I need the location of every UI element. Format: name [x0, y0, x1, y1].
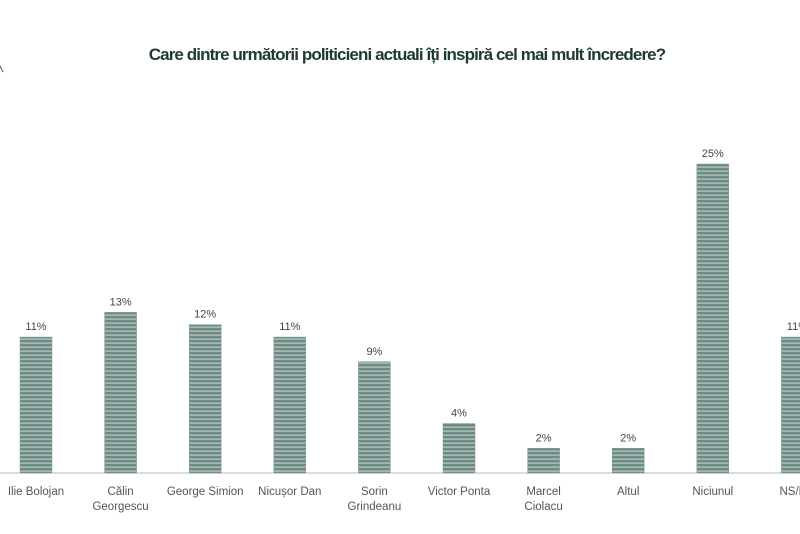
data-label: 11% — [787, 321, 800, 333]
bar — [781, 336, 800, 474]
bar — [19, 336, 53, 474]
bar — [104, 312, 137, 474]
category-label: Ilie Bolojan — [8, 486, 64, 498]
data-label: 12% — [194, 309, 216, 321]
data-label: 25% — [702, 148, 724, 160]
category-label: Marcel Ciolacu — [524, 486, 562, 513]
data-label: 4% — [451, 408, 467, 420]
category-label: Altul — [617, 486, 639, 498]
bar — [696, 163, 730, 474]
data-label: 2% — [620, 432, 636, 444]
category-label: Victor Ponta — [428, 486, 491, 498]
bar — [273, 336, 307, 474]
chart-title: Care dintre următorii politicieni actual… — [148, 45, 666, 64]
category-label: Niciunul — [692, 486, 733, 498]
category-label: Sorin Grindeanu — [348, 486, 402, 513]
bar — [611, 448, 645, 474]
bar — [442, 423, 476, 474]
category-label: George Simion — [167, 486, 244, 498]
category-label: Nicușor Dan — [258, 486, 321, 498]
data-label: 11% — [279, 321, 300, 333]
category-label: NS/NR — [780, 486, 800, 498]
bar — [188, 324, 222, 474]
bar — [527, 448, 560, 474]
edge-mark — [0, 65, 4, 73]
category-label: Călin Georgescu — [92, 486, 148, 513]
data-label: 2% — [536, 432, 552, 444]
bar — [358, 361, 391, 474]
data-label: 9% — [366, 346, 382, 358]
data-label: 13% — [110, 296, 132, 308]
data-label: 11% — [25, 321, 46, 333]
